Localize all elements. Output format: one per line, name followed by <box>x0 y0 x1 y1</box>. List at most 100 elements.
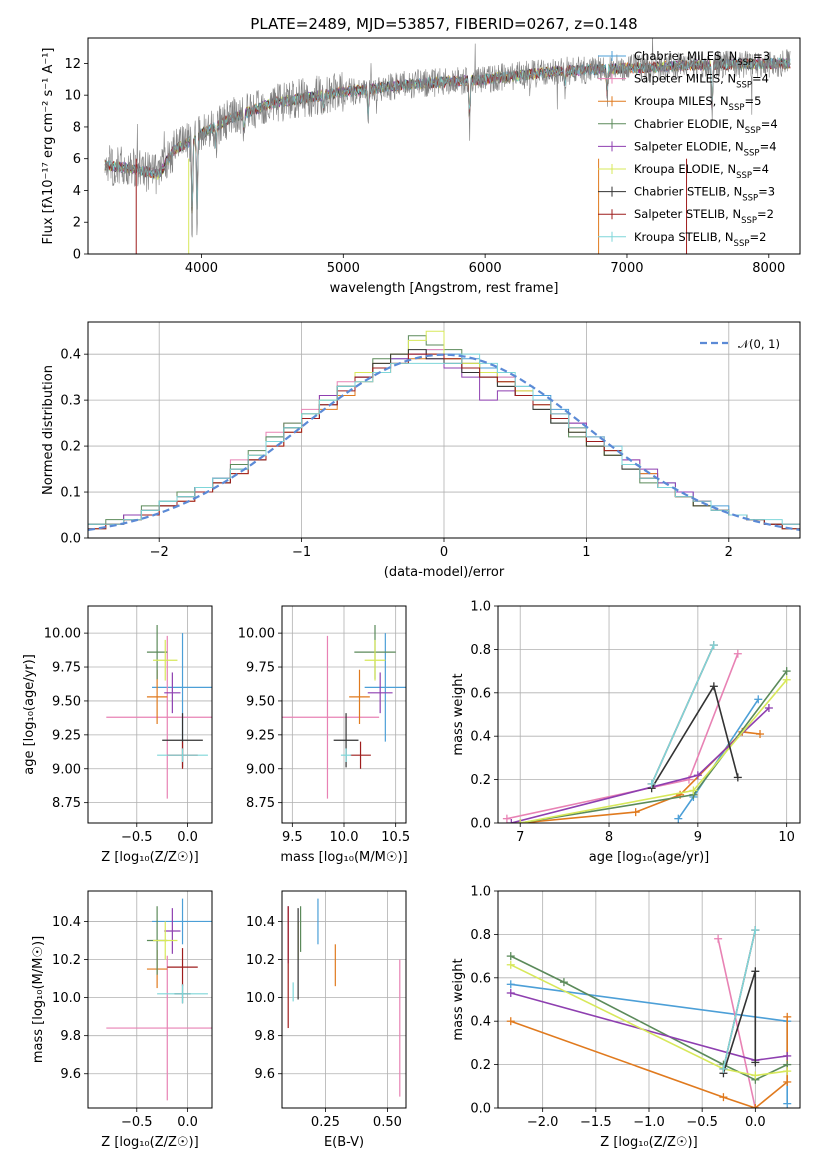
errorbar-CM <box>152 898 212 945</box>
legend-subscript: SSP <box>729 103 745 113</box>
x-tick-label: 6000 <box>469 261 502 276</box>
y-tick-label: 2 <box>73 216 81 231</box>
errorbar-KE <box>364 639 386 681</box>
x-tick-label: 9 <box>694 830 702 845</box>
y-tick-label: 0.2 <box>470 773 491 788</box>
y-tick-label: 8 <box>73 120 81 135</box>
y-tick-label: 10.2 <box>246 953 275 968</box>
weight-marker <box>783 1077 792 1086</box>
age_vs_mass-frame <box>281 605 407 824</box>
weight-marker <box>506 960 515 969</box>
spectrum-axes: 4000 5000 6000 7000 8000 0 2 4 6 8 10 12 wavelength … <box>41 48 785 297</box>
mass_vs_EBV-errorbars <box>287 898 401 1097</box>
y-axis-label: mass [log₁₀(M/M☉)] <box>31 936 46 1063</box>
x-tick-label: 0 <box>440 545 448 560</box>
y-tick-label: 10.2 <box>52 953 81 968</box>
y-tick-label: 1.0 <box>470 600 491 615</box>
errorbar-SS <box>167 948 198 987</box>
x-tick-label: 8 <box>605 830 613 845</box>
y-tick-label: 9.25 <box>52 728 81 743</box>
weight-marker <box>719 1093 728 1102</box>
weight-marker <box>709 641 718 650</box>
y-tick-label: 0.6 <box>470 686 491 701</box>
weight-line <box>650 644 715 785</box>
y-tick-label: 0.1 <box>60 486 81 501</box>
legend-label-KS: Kroupa STELIB, NSSP=2 <box>634 230 766 249</box>
y-tick-label: 0.8 <box>470 643 491 658</box>
legend-subscript: SSP <box>744 148 760 158</box>
weight-marker <box>782 675 791 684</box>
x-tick-label: −2 <box>150 545 169 560</box>
weight-series-CM <box>674 695 763 823</box>
x-tick-label: −0.5 <box>686 1115 718 1130</box>
x-axis-label: Z [log₁₀(Z/Z☉)] <box>101 850 198 865</box>
histogram-KS <box>88 353 800 538</box>
x-axis-label: age [log₁₀(age/yr)] <box>589 850 710 865</box>
x-axis-label: E(B-V) <box>324 1135 364 1150</box>
y-tick-label: 9.75 <box>246 661 275 676</box>
age_vs_Z-axes: −0.5 0.0 8.75 9.00 9.25 9.50 9.75 10.00 Z [log₁₀… <box>22 606 212 865</box>
y-tick-label: 9.00 <box>52 762 81 777</box>
mass_vs_EBV-axes: 0.25 0.50 9.6 9.8 10.0 10.2 10.4 E(B-V) <box>246 891 406 1150</box>
y-tick-label: 9.6 <box>60 1067 81 1082</box>
y-tick-label: 10.00 <box>238 627 275 642</box>
y-tick-label: 9.50 <box>246 694 275 709</box>
x-tick-label: 0.0 <box>177 830 198 845</box>
legend-suffix: =3 <box>758 185 775 199</box>
legend-suffix: =2 <box>749 230 766 244</box>
legend-subscript: SSP <box>745 126 761 136</box>
observed-spectrum <box>104 38 791 238</box>
y-tick-label: 9.00 <box>246 762 275 777</box>
y-tick-label: 0.3 <box>60 394 81 409</box>
errorbar-KS <box>340 748 352 762</box>
weight-series-KM <box>506 1012 792 1108</box>
x-tick-label: −0.5 <box>121 830 153 845</box>
y-axis-label: Flux [fλ10⁻¹⁷ erg cm⁻² s⁻¹ A⁻¹] <box>41 48 56 245</box>
legend-suffix: =2 <box>757 207 774 221</box>
weight-marker <box>783 1067 792 1076</box>
mass_vs_Z-errorbars <box>106 898 212 1101</box>
weight-marker <box>674 814 683 823</box>
y-tick-label: 1.0 <box>470 885 491 900</box>
x-tick-label: 2 <box>725 545 733 560</box>
weight-marker <box>631 808 640 817</box>
weight-line <box>510 964 788 1077</box>
weight-marker <box>714 934 723 943</box>
mass_vs_EBV-frame <box>281 890 407 1109</box>
errorbar-CE <box>146 624 168 680</box>
x-tick-label: 5000 <box>327 261 360 276</box>
errorbar-KS <box>157 748 208 762</box>
legend-label-CE: Chabrier ELODIE, NSSP=4 <box>634 117 778 136</box>
weight-marker <box>754 695 763 704</box>
weight-marker <box>782 667 791 676</box>
x-tick-label: −2.0 <box>527 1115 559 1130</box>
y-axis-label: mass weight <box>451 673 466 755</box>
x-axis-label: mass [log₁₀(M/M☉)] <box>280 850 407 865</box>
age_vs_Z-errorbars <box>106 624 212 799</box>
weight-marker <box>764 703 773 712</box>
weight-line <box>511 707 770 823</box>
y-tick-label: 9.8 <box>60 1029 81 1044</box>
errorbar-SE <box>164 908 181 954</box>
legend-subscript: SSP <box>736 81 752 91</box>
legend-subscript: SSP <box>742 194 758 204</box>
residuals-frame <box>87 321 801 539</box>
age_vs_Z-frame <box>87 605 213 824</box>
legend-suffix: =3 <box>753 49 770 63</box>
y-axis-label: age [log₁₀(age/yr)] <box>22 654 37 775</box>
weight-marker <box>751 1104 760 1108</box>
x-axis-label: wavelength [Angstrom, rest frame] <box>330 281 559 296</box>
errorbar-KM <box>349 669 370 724</box>
weight-marker <box>502 814 511 823</box>
legend-text: Kroupa STELIB, N <box>634 230 734 244</box>
weight-line <box>520 670 788 823</box>
y-tick-label: 10.0 <box>52 991 81 1006</box>
x-tick-label: −1.0 <box>633 1115 665 1130</box>
y-tick-label: 9.75 <box>52 661 81 676</box>
x-tick-label: 8000 <box>752 261 785 276</box>
weight-series-KE <box>516 675 791 823</box>
legend-subscript: SSP <box>736 171 752 181</box>
legend-label-CS: Chabrier STELIB, NSSP=3 <box>634 185 775 204</box>
